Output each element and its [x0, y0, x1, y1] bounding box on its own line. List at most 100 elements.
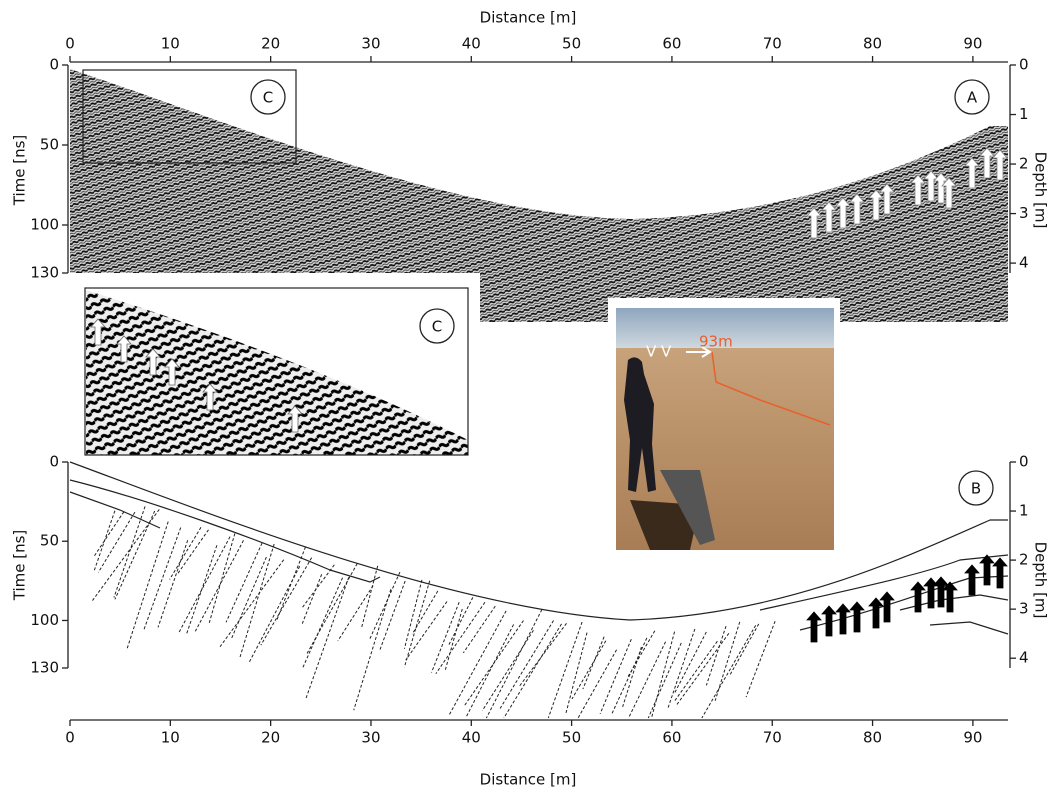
x-tick-label: 60 [662, 35, 681, 53]
y-tick-label: 1 [1019, 502, 1029, 520]
zoom-box [82, 69, 297, 164]
arrow [90, 318, 106, 346]
arrow [806, 611, 822, 643]
arrow [868, 597, 884, 629]
surface-line [69, 461, 1008, 621]
arrow [835, 603, 851, 635]
arrow [923, 170, 939, 202]
interpreted-dip [301, 574, 323, 626]
interpreted-dip [701, 625, 757, 719]
arrow [942, 581, 958, 613]
x-tick-label: 40 [462, 729, 481, 747]
y-tick-label: 50 [40, 532, 59, 550]
reflector-line [69, 491, 161, 529]
photo-marker: V V [646, 343, 672, 361]
interpreted-dip [126, 521, 169, 651]
y-tick-label: 4 [1019, 649, 1029, 667]
interpreted-dip [676, 633, 730, 706]
axis-title: Depth [m] [1032, 542, 1050, 619]
inset-radargram [86, 290, 468, 455]
axis-title: Time [ns] [11, 135, 29, 207]
interpreted-dip [208, 533, 236, 625]
reflector-line [69, 479, 381, 583]
interpreted-dip [379, 580, 406, 651]
axis-title: Distance [m] [480, 9, 577, 27]
photo-line [711, 351, 831, 426]
arrow [979, 554, 995, 586]
interpreted-dip [157, 540, 189, 628]
interpreted-dip [462, 605, 496, 654]
interpreted-dip [239, 543, 275, 658]
label-circle [954, 79, 990, 115]
interpreted-dip [405, 601, 448, 661]
interpreted-dip [403, 580, 431, 668]
interpreted-dip [97, 511, 136, 573]
x-tick-label: 10 [161, 35, 180, 53]
x-tick-label: 50 [562, 35, 581, 53]
photo-arrow [686, 346, 712, 358]
x-tick-label: 10 [161, 729, 180, 747]
panel-label: B [971, 480, 981, 498]
arrow [821, 201, 837, 233]
interpreted-dip [178, 536, 231, 633]
photo-sky [616, 308, 834, 348]
interpreted-dip [577, 649, 617, 719]
interpreted-dip [599, 639, 632, 715]
interpreted-dip [301, 577, 344, 669]
interpreted-dip [113, 506, 146, 598]
interpreted-dip [448, 597, 474, 646]
interpreted-dip [411, 590, 439, 635]
label-circle [250, 79, 286, 115]
x-tick-label: 0 [65, 729, 75, 747]
interpreted-dip [194, 540, 244, 632]
interpreted-dip [337, 585, 374, 642]
interpreted-dip [353, 589, 392, 711]
y-tick-label: 3 [1019, 600, 1029, 618]
interpreted-dip [361, 565, 379, 628]
interpreted-dip [651, 631, 676, 719]
arrow [910, 581, 926, 613]
interpreted-dip [714, 621, 741, 701]
arrow [868, 189, 884, 221]
photo-annotation: 93m [699, 333, 733, 351]
x-tick-label: 70 [763, 729, 782, 747]
reflector-line [759, 554, 1009, 611]
interpreted-dip [705, 625, 727, 686]
photo-instrument [660, 470, 715, 545]
interpreted-dip [728, 623, 760, 677]
y-tick-label: 0 [49, 56, 59, 74]
x-tick-label: 20 [261, 35, 280, 53]
x-tick-label: 90 [963, 35, 982, 53]
interpreted-dip [518, 623, 567, 688]
arrow [806, 207, 822, 239]
label-circle [958, 470, 994, 506]
photo-shadow [630, 500, 700, 550]
arrow [910, 174, 926, 206]
interpreted-dip [444, 608, 463, 671]
interpreted-dip [305, 577, 350, 699]
arrow [116, 335, 132, 363]
x-tick-label: 70 [763, 35, 782, 53]
axis-title: Time [ns] [11, 530, 29, 602]
arrow [287, 405, 303, 433]
arrow [835, 197, 851, 229]
reflector-line [929, 621, 1009, 635]
interpreted-dip [628, 641, 667, 719]
interpreted-dip [143, 527, 182, 632]
arrow [879, 183, 895, 215]
interpreted-dip [565, 632, 588, 714]
box-label: C [263, 89, 273, 107]
interpreted-dip [674, 631, 707, 694]
interpreted-dip [114, 510, 156, 600]
arrow [923, 577, 939, 609]
interpreted-dip [498, 620, 554, 711]
arrow [879, 591, 895, 623]
interpreted-dip [275, 546, 307, 622]
radargram [70, 68, 1008, 322]
inset-label: C [432, 318, 442, 336]
interpreted-dip [306, 563, 358, 655]
interpreted-dip [169, 527, 202, 580]
interpreted-dip [465, 624, 515, 719]
y-tick-label: 4 [1019, 254, 1029, 272]
arrow [992, 557, 1008, 589]
